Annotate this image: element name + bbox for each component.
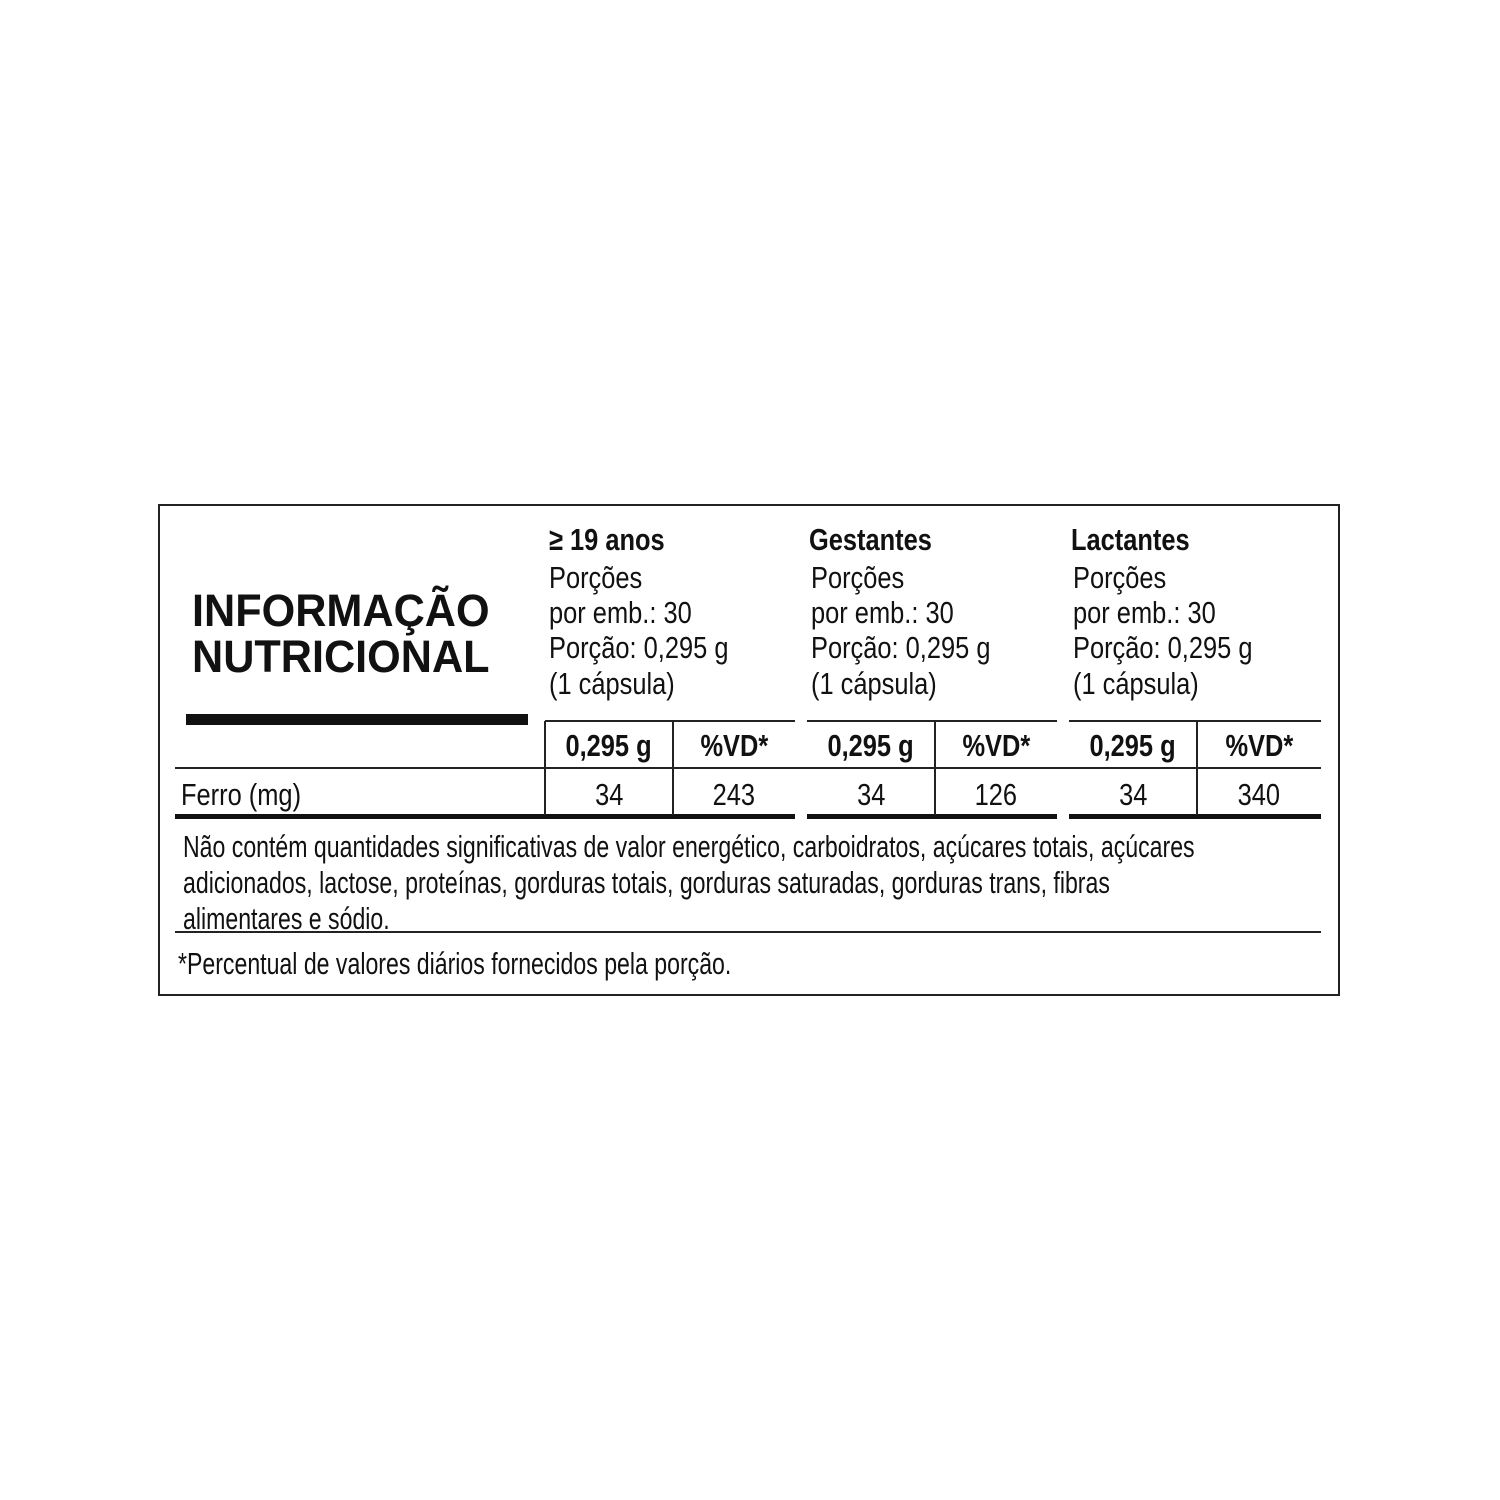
note-line: alimentares e sódio. (183, 901, 390, 936)
servings-label: Porções (549, 560, 643, 595)
note-line: adicionados, lactose, proteínas, gordura… (183, 865, 1110, 900)
portion-unit: (1 cápsula) (549, 666, 675, 701)
column-header-amount: 0,295 g (827, 728, 915, 763)
ferro-vd: 126 (974, 777, 1018, 812)
group-heading: ≥ 19 anos (549, 522, 665, 557)
nutrition-label (158, 504, 1340, 996)
divider (1196, 721, 1198, 815)
portion: Porção: 0,295 g (811, 630, 991, 665)
column-header-vd: %VD* (1225, 728, 1293, 763)
servings-label: Porções (811, 560, 905, 595)
servings-per-pack: por emb.: 30 (1073, 595, 1216, 630)
divider (807, 720, 1057, 722)
group-heading: Gestantes (809, 522, 932, 557)
title-line-1: INFORMAÇÃO (192, 585, 490, 636)
ferro-vd: 243 (712, 777, 756, 812)
portion: Porção: 0,295 g (1073, 630, 1253, 665)
divider (1069, 720, 1321, 722)
servings-per-pack: por emb.: 30 (549, 595, 692, 630)
ferro-amount: 34 (1118, 777, 1148, 812)
ferro-amount: 34 (594, 777, 624, 812)
portion: Porção: 0,295 g (549, 630, 729, 665)
label-title: INFORMAÇÃO NUTRICIONAL (192, 588, 490, 680)
column-header-vd: %VD* (700, 728, 768, 763)
ferro-amount: 34 (856, 777, 886, 812)
group-heading: Lactantes (1071, 522, 1190, 557)
portion-unit: (1 cápsula) (811, 666, 937, 701)
title-bar (186, 714, 528, 725)
divider (1069, 814, 1321, 819)
column-header-vd: %VD* (962, 728, 1030, 763)
portion-unit: (1 cápsula) (1073, 666, 1199, 701)
divider (545, 720, 795, 722)
divider (934, 721, 936, 815)
divider (544, 721, 546, 815)
divider (807, 814, 1057, 819)
note-line: Não contém quantidades significativas de… (183, 829, 1195, 864)
servings-label: Porções (1073, 560, 1167, 595)
divider (672, 721, 674, 815)
nutrient-label: Ferro (mg) (181, 777, 302, 812)
column-header-amount: 0,295 g (565, 728, 653, 763)
column-header-amount: 0,295 g (1089, 728, 1177, 763)
servings-per-pack: por emb.: 30 (811, 595, 954, 630)
title-line-2: NUTRICIONAL (192, 631, 490, 682)
footnote: *Percentual de valores diários fornecido… (178, 946, 732, 981)
divider (175, 814, 795, 819)
divider (175, 931, 1321, 933)
ferro-vd: 340 (1237, 777, 1281, 812)
divider (175, 767, 1321, 769)
